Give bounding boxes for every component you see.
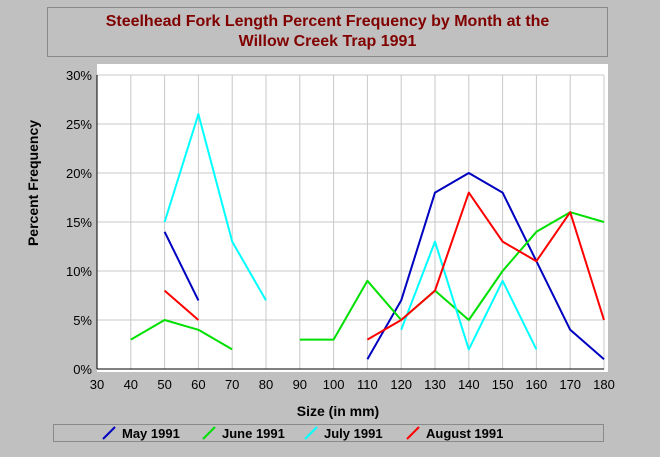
x-tick-label: 170 xyxy=(559,377,581,392)
series-line xyxy=(130,319,233,351)
legend-swatch-august xyxy=(406,426,420,440)
chart-title: Steelhead Fork Length Percent Frequency … xyxy=(47,7,608,57)
x-tick-label: 160 xyxy=(526,377,548,392)
x-tick-label: 50 xyxy=(157,377,171,392)
x-tick-label: 130 xyxy=(424,377,446,392)
legend-line-june xyxy=(202,426,216,440)
legend-label-june: June 1991 xyxy=(222,425,285,441)
series-line xyxy=(163,289,200,321)
y-tick-label: 10% xyxy=(66,264,92,279)
legend-label-july: July 1991 xyxy=(324,425,383,441)
chart-title-line-2: Willow Creek Trap 1991 xyxy=(238,33,417,50)
x-tick-label: 40 xyxy=(124,377,138,392)
legend-item-june: June 1991 xyxy=(202,425,285,441)
series-line xyxy=(366,172,605,360)
y-tick-label: 20% xyxy=(66,166,92,181)
legend-label-may: May 1991 xyxy=(122,425,180,441)
y-tick-label: 5% xyxy=(73,313,92,328)
y-tick-label: 30% xyxy=(66,68,92,83)
series-3 xyxy=(163,191,605,341)
x-tick-label: 150 xyxy=(492,377,514,392)
x-tick-label: 110 xyxy=(357,377,378,392)
series-line xyxy=(299,211,605,341)
y-tick-label: 25% xyxy=(66,117,92,132)
series-2 xyxy=(163,113,538,351)
x-tick-label: 60 xyxy=(191,377,205,392)
series-line xyxy=(163,113,267,301)
y-axis-label: Percent Frequency xyxy=(25,120,41,246)
x-tick-label: 90 xyxy=(293,377,307,392)
x-tick-label: 100 xyxy=(323,377,345,392)
x-tick-label: 80 xyxy=(259,377,273,392)
legend-label-august: August 1991 xyxy=(426,425,504,441)
chart-title-line-1: Steelhead Fork Length Percent Frequency … xyxy=(105,13,550,30)
series-0 xyxy=(163,172,605,360)
series-line xyxy=(400,240,538,351)
y-tick-labels: 0% 5% 10% 15% 20% 25% 30% xyxy=(66,68,92,377)
line-chart: 0% 5% 10% 15% 20% 25% 30% 30 40 50 60 70 80 90 100 110… xyxy=(25,64,615,419)
x-tick-label: 140 xyxy=(458,377,480,392)
series-lines xyxy=(130,113,605,360)
x-axis-label: Size (in mm) xyxy=(297,403,379,419)
y-tick-label: 15% xyxy=(66,215,92,230)
plot-area xyxy=(97,64,608,372)
series-1 xyxy=(130,211,605,351)
legend-item-july: July 1991 xyxy=(304,425,383,441)
legend-line-july xyxy=(304,426,318,440)
series-line xyxy=(163,231,200,301)
x-tick-label: 120 xyxy=(390,377,412,392)
x-tick-label: 180 xyxy=(593,377,615,392)
legend-item-august: August 1991 xyxy=(406,425,503,441)
series-line xyxy=(366,191,605,341)
legend-line-may xyxy=(102,426,116,440)
legend: May 1991 June 1991 July 1991 August 1991 xyxy=(53,424,604,442)
legend-swatch-may xyxy=(102,426,116,440)
x-tick-label: 30 xyxy=(90,377,104,392)
legend-line-august xyxy=(406,426,420,440)
legend-swatch-june xyxy=(202,426,216,440)
y-tick-label: 0% xyxy=(73,362,92,377)
legend-item-may: May 1991 xyxy=(102,425,180,441)
legend-swatch-july xyxy=(304,426,318,440)
x-tick-labels: 30 40 50 60 70 80 90 100 110 120 130 140 150 160 170 18… xyxy=(90,377,615,392)
x-tick-label: 70 xyxy=(225,377,239,392)
